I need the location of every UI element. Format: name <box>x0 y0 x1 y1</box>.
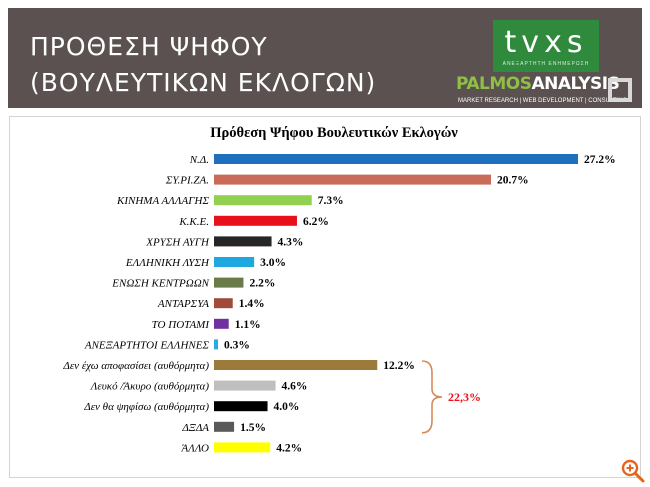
chart-title: Πρόθεση Ψήφου Βουλευτικών Εκλογών <box>210 125 458 141</box>
bar <box>214 442 271 453</box>
category-label: ΑΝΕΞΑΡΤΗΤΟΙ ΕΛΛΗΝΕΣ <box>84 339 210 351</box>
value-label: 1.1% <box>235 319 261 331</box>
value-label: 4.3% <box>278 236 304 248</box>
category-label: ΣΥ.ΡΙ.ΖΑ. <box>165 175 209 187</box>
palmos-logo-part1: PALMOS <box>456 74 532 94</box>
category-label: ΚΙΝΗΜΑ ΑΛΛΑΓΗΣ <box>116 195 209 207</box>
bar <box>214 236 272 247</box>
category-label: Λευκό /Άκυρο (αυθόρμητα) <box>90 381 210 393</box>
palmos-logo-subtitle: MARKET RESEARCH | WEB DEVELOPMENT | CONS… <box>458 98 628 104</box>
category-label: ΔΞΔΑ <box>181 422 209 434</box>
bar <box>214 154 578 164</box>
tvxs-logo: tvxs ΑΝΕΞΑΡΤΗΤΗ ΕΝΗΜΕΡΩΣΗ <box>493 20 599 72</box>
bar <box>214 401 268 412</box>
category-label: Ν.Δ. <box>189 154 209 166</box>
category-label: ΆΛΛΟ <box>181 442 210 454</box>
group-total-annotation: 22,3% <box>448 390 481 404</box>
bar <box>214 380 276 391</box>
value-label: 4.0% <box>274 401 300 413</box>
bar <box>214 195 312 206</box>
tvxs-logo-subtitle: ΑΝΕΞΑΡΤΗΤΗ ΕΝΗΜΕΡΩΣΗ <box>502 61 590 67</box>
category-label: ΑΝΤΑΡΣΥΑ <box>157 298 209 310</box>
tvxs-logo-text: tvxs <box>504 25 588 60</box>
zoom-in-icon[interactable] <box>620 458 646 484</box>
value-label: 12.2% <box>383 360 415 372</box>
bar <box>214 174 492 185</box>
value-label: 27.2% <box>584 154 616 166</box>
value-label: 0.3% <box>224 339 250 351</box>
value-label: 4.6% <box>282 381 308 393</box>
vote-intention-chart: Πρόθεση Ψήφου Βουλευτικών Εκλογών Ν.Δ. 27… <box>62 125 616 454</box>
value-label: 6.2% <box>303 216 329 228</box>
palmos-logo-square-icon <box>608 78 632 102</box>
bar <box>214 421 235 432</box>
page-title-line2: (ΒΟΥΛΕΥΤΙΚΩΝ ΕΚΛΟΓΩΝ) <box>30 68 377 97</box>
bar <box>214 360 378 370</box>
bar <box>214 318 229 329</box>
bar <box>214 277 244 288</box>
bar <box>214 339 219 350</box>
value-label: 1.5% <box>240 422 266 434</box>
bar <box>214 215 297 226</box>
category-label: ΧΡΥΣΗ ΑΥΓΗ <box>145 236 210 248</box>
category-label: ΕΝΩΣΗ ΚΕΝΤΡΩΩΝ <box>111 278 209 290</box>
group-bracket <box>421 360 443 434</box>
category-label: ΤΟ ΠΟΤΑΜΙ <box>152 319 211 331</box>
palmos-logo-part2: ANALYSIS <box>531 74 620 94</box>
chart-panel: Πρόθεση Ψήφου Βουλευτικών Εκλογών Ν.Δ. 27… <box>9 116 641 478</box>
category-label: Δεν θα ψηφίσω (αυθόρμητα) <box>83 401 209 413</box>
bar <box>214 257 255 267</box>
category-label: Δεν έχω αποφασίσει (αυθόρμητα) <box>62 360 209 372</box>
value-label: 20.7% <box>497 175 529 187</box>
category-label: Κ.Κ.Ε. <box>178 216 209 228</box>
page-title-line1: ΠΡΟΘΕΣΗ ΨΗΦΟΥ <box>30 32 268 61</box>
value-label: 4.2% <box>276 442 302 454</box>
value-label: 1.4% <box>239 298 265 310</box>
value-label: 7.3% <box>318 195 344 207</box>
category-label: ΕΛΛΗΝΙΚΗ ΛΥΣΗ <box>125 257 210 269</box>
palmos-analysis-logo: PALMOSANALYSIS <box>456 74 620 94</box>
value-label: 2.2% <box>249 278 275 290</box>
value-label: 3.0% <box>260 257 286 269</box>
bar <box>214 298 233 309</box>
header-banner: ΠΡΟΘΕΣΗ ΨΗΦΟΥ (ΒΟΥΛΕΥΤΙΚΩΝ ΕΚΛΟΓΩΝ) tvxs… <box>8 8 642 108</box>
